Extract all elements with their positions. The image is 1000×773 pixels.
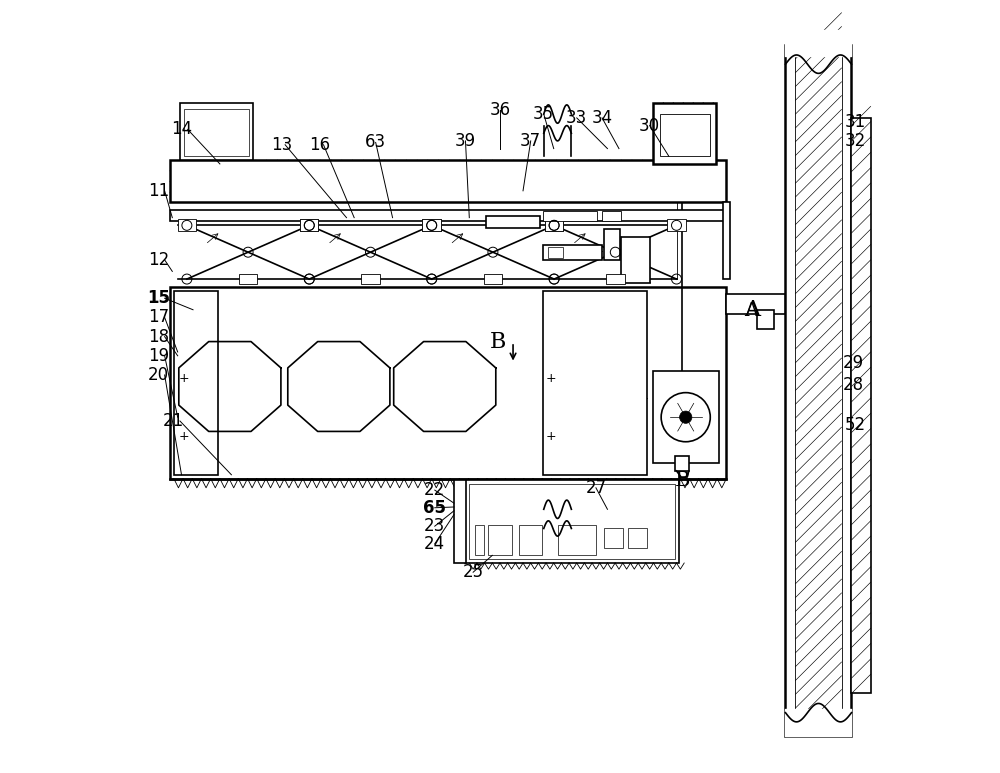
Bar xyxy=(239,274,257,284)
Text: 32: 32 xyxy=(845,132,866,150)
Text: 16: 16 xyxy=(309,136,330,154)
Text: 20: 20 xyxy=(148,366,169,384)
Text: 22: 22 xyxy=(424,481,445,499)
Bar xyxy=(178,220,196,231)
Text: 12: 12 xyxy=(148,251,169,269)
Polygon shape xyxy=(179,342,281,431)
Text: 25: 25 xyxy=(463,564,484,581)
Bar xyxy=(604,229,620,260)
Text: 30: 30 xyxy=(639,117,660,135)
Text: +: + xyxy=(179,430,189,443)
Circle shape xyxy=(680,411,692,424)
Text: 36: 36 xyxy=(489,101,511,119)
Text: 39: 39 xyxy=(455,132,476,150)
Text: +: + xyxy=(546,373,557,385)
Text: B: B xyxy=(490,331,506,353)
Text: 52: 52 xyxy=(845,416,866,434)
Bar xyxy=(543,211,597,221)
Text: B: B xyxy=(675,472,690,490)
Bar xyxy=(558,525,596,555)
Bar xyxy=(484,274,502,284)
Bar xyxy=(667,220,686,231)
Bar xyxy=(170,160,726,203)
Text: 65: 65 xyxy=(423,499,446,517)
Bar xyxy=(545,220,563,231)
Text: 19: 19 xyxy=(148,347,169,365)
Text: 15: 15 xyxy=(147,289,170,307)
Text: 63: 63 xyxy=(365,134,386,152)
Bar xyxy=(475,525,484,555)
Bar xyxy=(519,525,542,555)
Bar xyxy=(454,480,466,563)
Bar xyxy=(660,114,710,156)
Text: 35: 35 xyxy=(533,105,554,123)
Text: 27: 27 xyxy=(585,478,606,497)
Bar xyxy=(757,310,774,329)
Text: 13: 13 xyxy=(271,136,292,154)
Bar xyxy=(621,237,650,283)
Text: 31: 31 xyxy=(845,113,866,131)
Bar xyxy=(545,220,563,231)
Bar xyxy=(300,220,318,231)
Text: 18: 18 xyxy=(148,328,169,346)
Text: +: + xyxy=(546,430,557,443)
Text: A: A xyxy=(744,298,760,321)
Bar xyxy=(602,211,621,221)
Bar xyxy=(628,529,647,547)
Text: 34: 34 xyxy=(592,109,613,127)
Text: 24: 24 xyxy=(424,535,445,553)
Text: 23: 23 xyxy=(424,517,445,535)
Bar xyxy=(361,274,380,284)
Text: A: A xyxy=(746,301,757,318)
Bar xyxy=(543,291,647,475)
Bar xyxy=(653,103,716,164)
Bar xyxy=(488,525,512,555)
Bar xyxy=(174,291,218,475)
Bar xyxy=(170,210,726,222)
Bar xyxy=(180,103,253,160)
Bar xyxy=(486,216,540,227)
Polygon shape xyxy=(288,342,390,431)
Bar xyxy=(606,274,625,284)
Bar xyxy=(726,295,785,314)
Text: 33: 33 xyxy=(566,109,587,127)
Bar xyxy=(548,247,563,258)
Bar xyxy=(785,45,851,736)
Bar xyxy=(422,220,441,231)
Bar xyxy=(422,220,441,231)
Bar xyxy=(469,484,675,559)
Text: 17: 17 xyxy=(148,308,169,326)
Text: +: + xyxy=(179,373,189,385)
Text: 21: 21 xyxy=(163,412,184,430)
Bar xyxy=(465,480,679,563)
Bar xyxy=(604,529,623,547)
Bar xyxy=(675,455,689,471)
Bar xyxy=(851,118,871,693)
Text: 14: 14 xyxy=(171,121,192,138)
Polygon shape xyxy=(394,342,496,431)
Bar xyxy=(723,203,730,279)
Bar xyxy=(170,287,726,478)
Bar xyxy=(543,244,602,260)
Text: 37: 37 xyxy=(520,132,541,150)
Text: 28: 28 xyxy=(842,376,864,394)
Text: 11: 11 xyxy=(148,182,169,199)
Text: 29: 29 xyxy=(842,355,864,373)
Bar xyxy=(300,220,318,231)
Bar xyxy=(653,371,719,463)
Bar xyxy=(184,109,249,156)
